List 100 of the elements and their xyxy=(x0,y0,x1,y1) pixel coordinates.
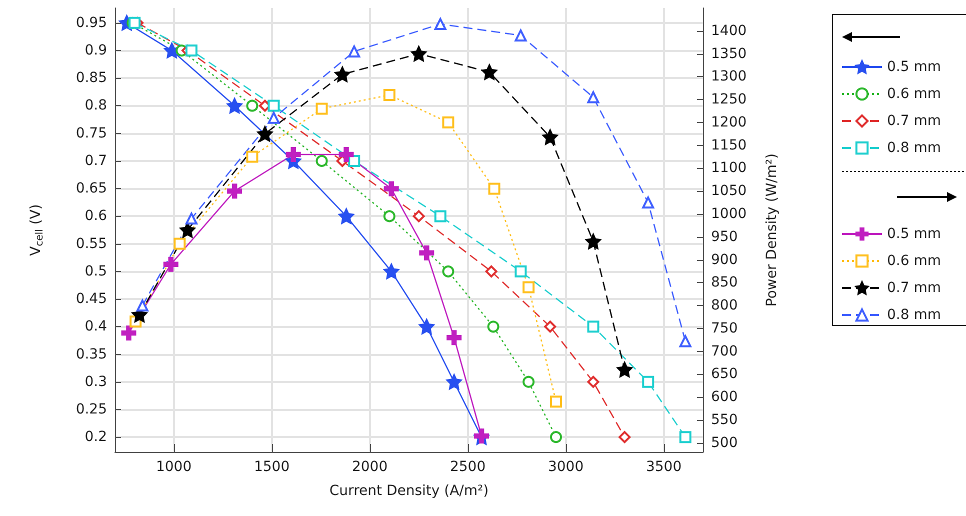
point xyxy=(419,319,434,334)
legend-label: 0.6 mm xyxy=(887,86,941,102)
point xyxy=(316,102,328,115)
y-tick-label: 0.25 xyxy=(76,401,107,418)
y-axis-title: Vcell (V) xyxy=(28,204,46,256)
point xyxy=(121,325,136,340)
y-tick-label: 0.95 xyxy=(76,14,107,31)
legend-label: 0.8 mm xyxy=(887,307,941,323)
point xyxy=(544,320,556,333)
y-tick-label: 0.7 xyxy=(84,152,107,169)
point xyxy=(411,46,426,62)
x-axis-title: Current Density (A/m²) xyxy=(329,483,489,499)
point xyxy=(442,265,454,278)
point xyxy=(136,300,148,312)
point xyxy=(412,210,425,222)
x-tick-label: 3000 xyxy=(548,459,584,475)
y-tick-label: 0.35 xyxy=(76,346,107,362)
y-tick-label: 0.8 xyxy=(84,98,107,114)
y2-tick-label: 1250 xyxy=(711,92,747,108)
point xyxy=(164,43,180,58)
point xyxy=(514,29,527,42)
point xyxy=(338,208,354,224)
legend-label: 0.5 mm xyxy=(887,226,941,242)
point xyxy=(642,376,654,388)
point xyxy=(679,335,692,348)
point xyxy=(383,210,396,222)
point xyxy=(383,88,396,101)
y-tick-label: 0.4 xyxy=(84,318,108,335)
y2-tick-label: 600 xyxy=(711,389,738,406)
point xyxy=(384,264,399,279)
y-tick-label: 0.5 xyxy=(84,263,107,280)
point xyxy=(522,281,535,294)
point xyxy=(227,98,242,114)
point xyxy=(679,431,692,444)
point xyxy=(487,320,500,333)
point xyxy=(434,210,446,222)
point xyxy=(586,234,601,249)
point xyxy=(334,66,350,82)
legend-label: 0.7 mm xyxy=(887,280,941,296)
y2-tick-label: 750 xyxy=(711,320,738,336)
y-tick-label: 0.9 xyxy=(84,42,107,59)
legend-label: 0.8 mm xyxy=(887,140,941,156)
point xyxy=(442,116,454,128)
point xyxy=(550,396,562,408)
point xyxy=(446,330,462,346)
y2-axis-title: Power Density (W/m²) xyxy=(764,153,780,307)
point xyxy=(384,181,399,196)
point xyxy=(174,238,186,250)
point xyxy=(587,320,600,333)
y-tick-label: 0.6 xyxy=(84,208,108,224)
point xyxy=(434,18,446,30)
point xyxy=(446,374,462,390)
y2-tick-label: 1100 xyxy=(711,160,747,176)
point xyxy=(348,154,360,167)
y-tick-label: 0.75 xyxy=(76,125,107,142)
x-tick-label: 1500 xyxy=(254,459,290,475)
point xyxy=(550,431,562,444)
point xyxy=(522,376,535,388)
point xyxy=(246,150,258,163)
x-tick-label: 3500 xyxy=(646,459,682,475)
point xyxy=(642,196,654,209)
point xyxy=(185,44,198,57)
point xyxy=(268,112,280,124)
y2-tick-label: 500 xyxy=(711,434,738,451)
y-tick-label: 0.3 xyxy=(84,374,107,390)
y2-tick-label: 1400 xyxy=(711,22,747,39)
point xyxy=(163,256,178,272)
y-tick-label: 0.45 xyxy=(76,291,107,308)
point xyxy=(618,431,631,444)
y2-tick-label: 900 xyxy=(711,252,738,268)
y2-tick-label: 550 xyxy=(711,412,738,428)
point xyxy=(286,146,301,162)
point xyxy=(185,212,198,225)
y2-tick-label: 850 xyxy=(711,274,738,291)
point xyxy=(587,376,600,388)
y-tick-label: 0.55 xyxy=(76,236,107,252)
legend-label: 0.5 mm xyxy=(887,59,941,75)
point xyxy=(227,184,242,199)
y2-tick-label: 1350 xyxy=(711,46,747,62)
point xyxy=(268,100,280,112)
y-tick-label: 0.85 xyxy=(76,70,107,86)
y2-tick-label: 800 xyxy=(711,298,738,314)
point xyxy=(514,265,527,278)
point xyxy=(180,222,196,238)
y2-tick-label: 1050 xyxy=(711,183,747,200)
y2-tick-label: 700 xyxy=(711,343,738,360)
y2-tick-label: 1300 xyxy=(711,68,747,85)
legend-label: 0.6 mm xyxy=(887,253,941,269)
x-tick-label: 1000 xyxy=(156,459,192,475)
x-tick-label: 2000 xyxy=(352,459,388,475)
point xyxy=(316,154,328,167)
point xyxy=(488,182,500,195)
y2-tick-label: 650 xyxy=(711,366,738,382)
point xyxy=(348,45,360,58)
point xyxy=(617,362,632,378)
y-tick-label: 0.2 xyxy=(84,429,107,446)
point xyxy=(246,100,258,112)
point xyxy=(482,64,497,80)
y2-tick-label: 1200 xyxy=(711,114,747,130)
x-tick-label: 2500 xyxy=(450,459,486,475)
